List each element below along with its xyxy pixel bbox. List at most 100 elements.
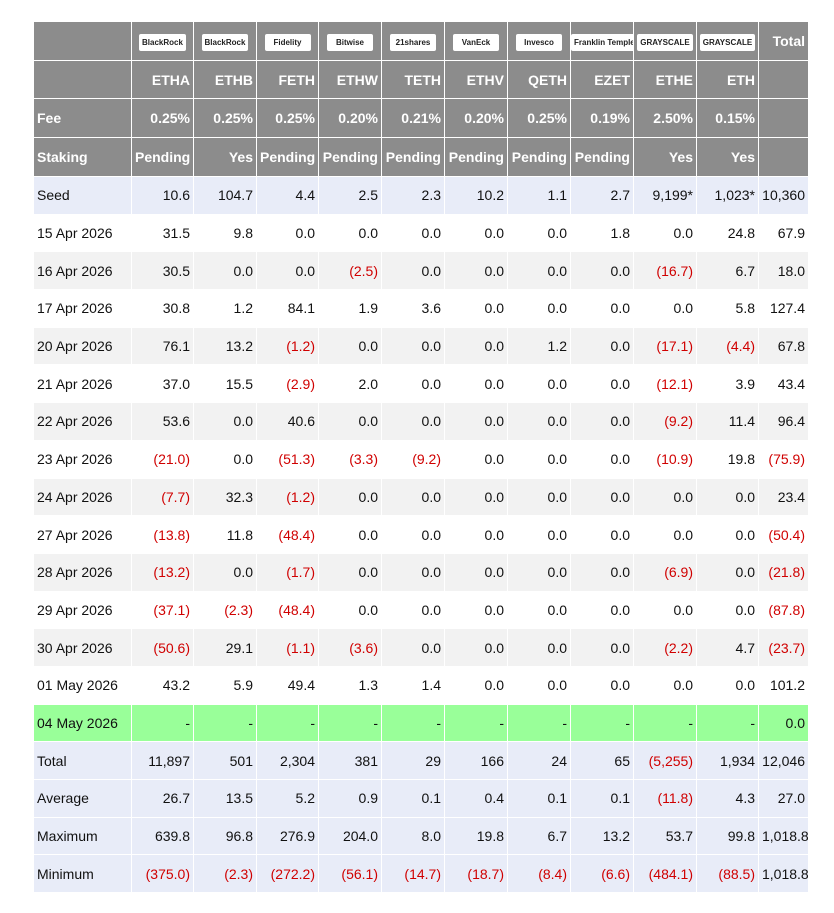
cell: 0.0 (696, 477, 759, 517)
cell: (75.9) (758, 439, 809, 479)
cell: 501 (193, 741, 257, 780)
cell: 0.0 (507, 364, 571, 404)
cell: 0.0 (633, 515, 697, 554)
cell: 0.0 (507, 477, 571, 517)
cell: 37.0 (131, 364, 194, 404)
cell: 0.0 (570, 628, 634, 667)
row-label: Staking (33, 137, 132, 177)
cell: 99.8 (696, 816, 759, 856)
cell: 96.4 (758, 402, 809, 441)
cell: 0.0 (444, 590, 508, 630)
staking-row: Staking Pending Yes Pending Pending Pending Pe… (33, 137, 809, 177)
cell: 10.6 (131, 176, 194, 215)
issuer-logo: Invesco (516, 33, 562, 51)
cell: 276.9 (256, 816, 319, 856)
logo-cell: GRAYSCALE (633, 21, 697, 61)
cell: 0.0 (696, 665, 759, 705)
cell: 2.5 (318, 176, 382, 215)
cell: - (507, 703, 571, 743)
cell: 0.1 (507, 779, 571, 818)
cell: 0.0 (444, 515, 508, 554)
cell: (50.4) (758, 515, 809, 554)
cell: 0.0 (570, 402, 634, 441)
row-label: 24 Apr 2026 (33, 477, 132, 517)
cell: 0.0 (507, 289, 571, 328)
cell: - (381, 703, 445, 743)
cell: (9.2) (633, 402, 697, 441)
cell: 0.0 (507, 590, 571, 630)
cell: 0.0 (570, 364, 634, 404)
cell: 0.0 (193, 251, 257, 291)
cell: 6.7 (507, 816, 571, 856)
cell: 0.1 (381, 779, 445, 818)
cell: 5.8 (696, 289, 759, 328)
cell: 24 (507, 741, 571, 780)
cell: 13.5 (193, 779, 257, 818)
cell: 166 (444, 741, 508, 780)
cell: (88.5) (696, 854, 759, 894)
staking-value: Pending (444, 137, 508, 177)
summary-row: Maximum 639.8 96.8 276.9 204.0 8.0 19.8 6.7 13.2… (33, 816, 809, 856)
cell: 0.0 (444, 439, 508, 479)
cell: 13.2 (570, 816, 634, 856)
cell: 5.9 (193, 665, 257, 705)
cell: 1,018.8 (758, 816, 809, 856)
cell: 76.1 (131, 326, 194, 366)
cell: 8.0 (381, 816, 445, 856)
cell: 204.0 (318, 816, 382, 856)
cell: 0.0 (444, 402, 508, 441)
cell: 0.0 (381, 628, 445, 667)
logo-cell: 21shares (381, 21, 445, 61)
ticker: ETHA (131, 60, 194, 99)
cell: 11,897 (131, 741, 194, 780)
cell: 30.8 (131, 289, 194, 328)
staking-value: Yes (193, 137, 257, 177)
cell: 0.0 (633, 213, 697, 253)
cell: (9.2) (381, 439, 445, 479)
cell: 0.0 (633, 289, 697, 328)
cell: 0.9 (318, 779, 382, 818)
flows-table: BlackRock BlackRock Fidelity Bitwise 21share… (33, 21, 809, 894)
cell: (4.4) (696, 326, 759, 366)
issuer-logo: VanEck (453, 33, 499, 51)
empty-cell (758, 98, 809, 138)
cell: 0.0 (507, 213, 571, 253)
ticker: FETH (256, 60, 319, 99)
logo-cell: VanEck (444, 21, 508, 61)
ticker: EZET (570, 60, 634, 99)
row-label: 20 Apr 2026 (33, 326, 132, 366)
issuer-logo: BlackRock (139, 33, 186, 51)
flow-row: 20 Apr 2026 76.1 13.2 (1.2) 0.0 0.0 0.0 1.2 0.0(… (33, 326, 809, 366)
cell: 31.5 (131, 213, 194, 253)
cell: 84.1 (256, 289, 319, 328)
row-label: 28 Apr 2026 (33, 552, 132, 592)
cell: 32.3 (193, 477, 257, 517)
cell: 0.0 (633, 665, 697, 705)
row-label: 17 Apr 2026 (33, 289, 132, 328)
cell: 0.0 (318, 477, 382, 517)
cell: 0.0 (381, 590, 445, 630)
flow-row: 27 Apr 2026 (13.8) 11.8 (48.4) 0.0 0.0 0.0 0.0 0… (33, 515, 809, 554)
cell: (1.7) (256, 552, 319, 592)
cell: 0.0 (758, 703, 809, 743)
cell: 2,304 (256, 741, 319, 780)
cell: 0.0 (570, 439, 634, 479)
cell: (6.6) (570, 854, 634, 894)
flow-row: 24 Apr 2026 (7.7) 32.3 (1.2) 0.0 0.0 0.0 0.0 0.0… (33, 477, 809, 517)
flow-row: 21 Apr 2026 37.0 15.5 (2.9) 2.0 0.0 0.0 0.0 0.0(… (33, 364, 809, 404)
cell: (2.3) (193, 854, 257, 894)
cell: 0.0 (570, 289, 634, 328)
cell: (8.4) (507, 854, 571, 894)
empty-cell (33, 60, 132, 99)
cell: 15.5 (193, 364, 257, 404)
cell: 0.0 (696, 552, 759, 592)
cell: (48.4) (256, 590, 319, 630)
cell: 1.4 (381, 665, 445, 705)
flow-row: 22 Apr 2026 53.6 0.0 40.6 0.0 0.0 0.0 0.0 0.0 (9.… (33, 402, 809, 441)
cell: 0.0 (444, 552, 508, 592)
cell: 0.0 (570, 552, 634, 592)
cell: 0.0 (507, 251, 571, 291)
ticker-row: ETHA ETHB FETH ETHW TETH ETHV QETH EZET ETHE ETH (33, 60, 809, 99)
cell: 639.8 (131, 816, 194, 856)
cell: 0.0 (507, 665, 571, 705)
